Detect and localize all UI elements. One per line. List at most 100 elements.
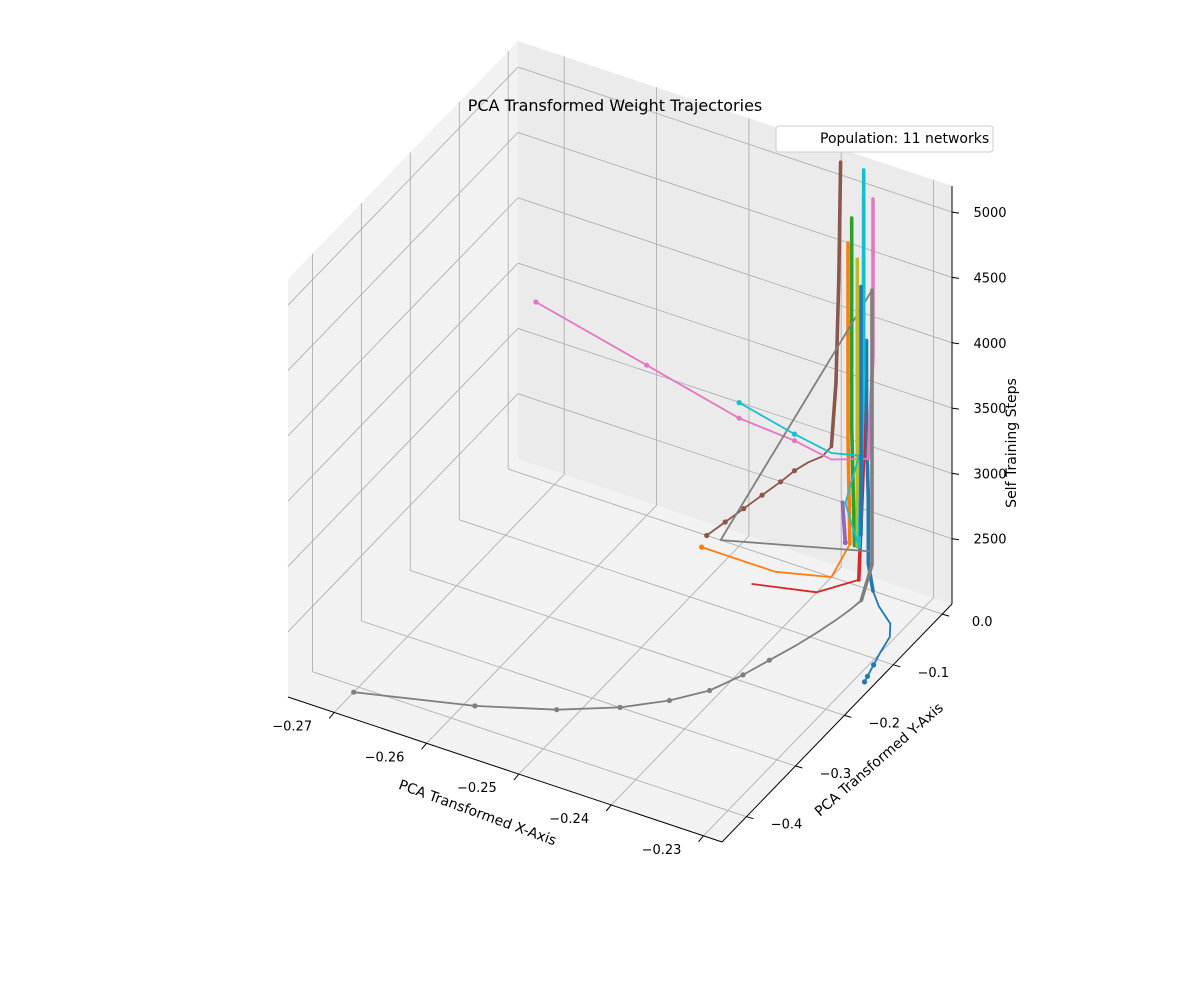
legend-box: [775, 125, 994, 153]
grid-line: [508, 468, 943, 615]
y-tick-mark: [746, 816, 754, 820]
grid-line: [517, 131, 953, 278]
z-tick-label: 4000: [973, 337, 1006, 352]
z-tick-mark: [951, 407, 960, 410]
z-axis-label: Self Training Steps: [1004, 378, 1020, 508]
z-tick-mark: [951, 276, 960, 279]
series-point: [644, 362, 650, 368]
series-point: [736, 415, 742, 421]
grid-line: [610, 566, 842, 806]
z-tick-mark: [951, 538, 960, 541]
grid-line: [287, 328, 519, 567]
z-tick-label: 5000: [973, 206, 1006, 221]
grid-line: [287, 197, 519, 437]
legend: Population: 11 networks: [775, 125, 994, 153]
chart-title: PCA Transformed Weight Trajectories: [468, 96, 763, 115]
axis-lines: [287, 186, 960, 843]
series-point: [791, 431, 798, 437]
series-point: [351, 689, 357, 695]
series-point: [699, 544, 705, 550]
series-point: [666, 697, 673, 704]
grid-line: [517, 197, 953, 344]
x-tick-mark: [421, 742, 427, 750]
series-point: [864, 673, 871, 679]
grid-line: [287, 66, 519, 306]
grid-line: [287, 262, 519, 502]
series-segment: [864, 430, 871, 500]
back-pane: [518, 41, 952, 604]
grid-line: [517, 262, 953, 409]
y-tick-mark: [893, 664, 901, 668]
z-tick-label: 3500: [973, 402, 1006, 417]
grid-line: [459, 519, 894, 666]
series-point: [791, 468, 798, 474]
grid-line: [518, 535, 750, 775]
series-point: [533, 299, 539, 305]
grid-line: [287, 132, 519, 371]
series-segment: [829, 380, 838, 449]
series-point: [791, 438, 798, 444]
grid-line: [287, 393, 519, 633]
y-tick-label: −0.1: [918, 666, 950, 681]
grid-line: [333, 474, 565, 713]
floor-pane: [288, 459, 952, 842]
x-tick-label: −0.24: [549, 812, 589, 827]
series-segment: [859, 562, 874, 603]
x-tick-mark: [698, 835, 704, 843]
grid-line: [703, 597, 934, 837]
y-tick-label: −0.3: [820, 767, 852, 782]
y-tick-label: −0.2: [869, 716, 901, 731]
x-axis-line: [287, 696, 723, 843]
series-point: [766, 657, 773, 663]
y-tick-mark: [942, 613, 950, 617]
z-tick-mark: [951, 211, 960, 214]
x-tick-mark: [513, 773, 520, 781]
y-tick-mark: [844, 714, 852, 718]
series-point: [707, 687, 713, 694]
series-segment: [834, 277, 841, 385]
series-point: [472, 703, 478, 709]
series-point: [736, 400, 742, 406]
grid-line: [517, 327, 953, 474]
y-tick-mark: [795, 765, 803, 769]
series-point: [704, 532, 710, 539]
legend-entry: Population: 11 networks: [820, 131, 989, 147]
series-segment: [836, 160, 843, 281]
y-tick-label: −0.4: [771, 818, 803, 833]
tick-labels: −0.27 −0.26 −0.25 −0.24 −0.23 0.0 −0.1 −0.2 −0.3…: [272, 206, 1006, 858]
x-tick-mark: [328, 712, 335, 719]
z-tick-label: 2500: [973, 533, 1006, 548]
z-tick-label: 3000: [973, 467, 1006, 482]
series-point: [740, 672, 746, 678]
series-layer: [351, 160, 892, 713]
series-segment: [840, 500, 848, 545]
x-tick-label: −0.25: [457, 781, 497, 796]
grid-line: [410, 569, 845, 716]
series-segment: [866, 561, 875, 593]
side-pane: [288, 41, 518, 697]
series-point: [871, 662, 877, 668]
x-tick-mark: [605, 804, 612, 812]
grid-line: [361, 620, 796, 767]
series-point: [759, 492, 765, 498]
x-tick-label: −0.27: [272, 719, 312, 734]
z-tick-mark: [951, 472, 960, 475]
y-tick-label: 0.0: [972, 615, 993, 630]
series-point: [861, 679, 868, 685]
grid-line: [517, 393, 953, 540]
series-point: [741, 506, 747, 512]
series-point: [554, 707, 560, 713]
axis-panes: [288, 41, 952, 842]
series-segment: [849, 425, 857, 548]
z-tick-label: 4500: [973, 271, 1006, 286]
series-point: [842, 539, 848, 546]
grid-lines: [287, 51, 953, 837]
series-point: [722, 519, 728, 525]
series-point: [778, 479, 784, 485]
grid-line: [517, 66, 953, 213]
y-axis-line: [721, 603, 953, 843]
x-tick-label: −0.26: [365, 750, 405, 765]
series-point: [617, 704, 623, 711]
